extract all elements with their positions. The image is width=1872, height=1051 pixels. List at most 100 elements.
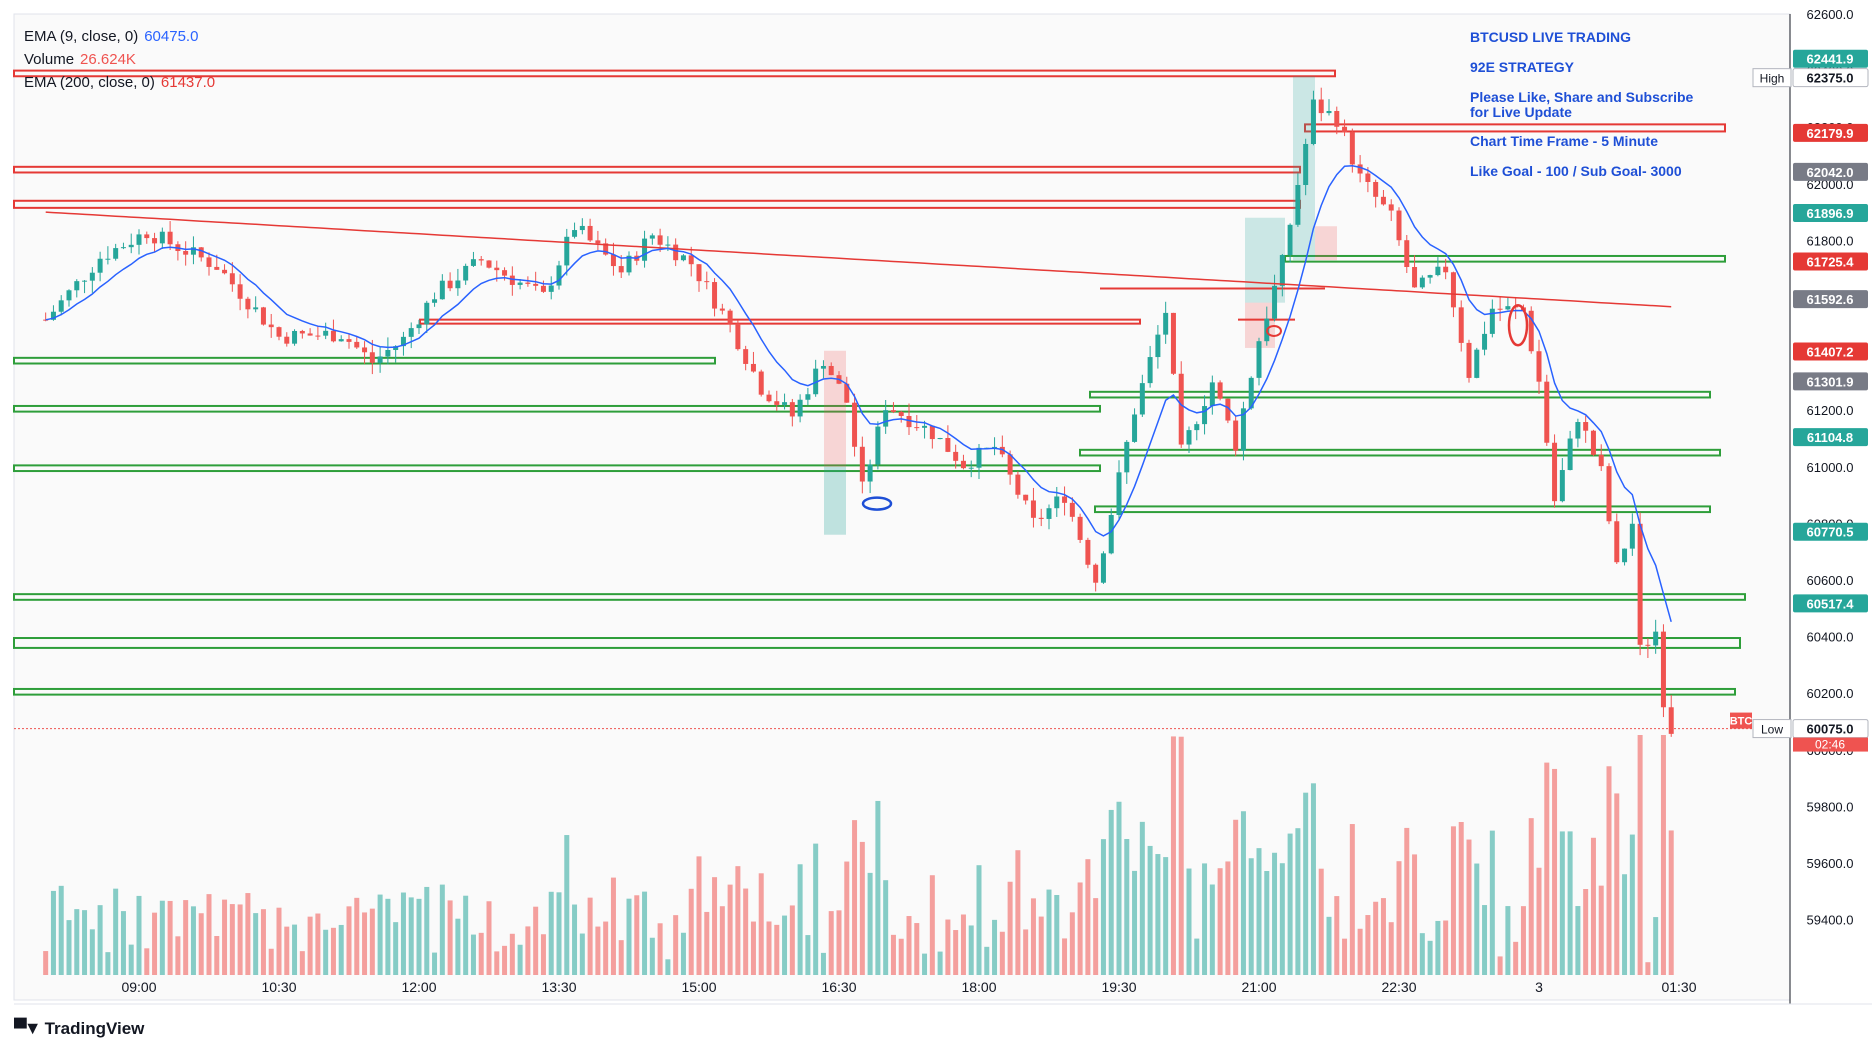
volume-bar xyxy=(393,922,399,975)
volume-bar xyxy=(1124,838,1130,975)
volume-bar xyxy=(1505,906,1511,975)
volume-bar xyxy=(595,926,601,975)
annotations xyxy=(861,304,1529,511)
candle-body xyxy=(97,258,103,273)
candle-body xyxy=(1637,523,1643,645)
volume-bar xyxy=(315,913,321,975)
candle-body xyxy=(1069,502,1075,517)
legend-volume[interactable]: Volume 26.624K xyxy=(24,48,215,71)
candle-body xyxy=(276,327,282,337)
legend-volume-value: 26.624K xyxy=(80,51,136,68)
candle-body xyxy=(929,425,935,440)
circle-annotation xyxy=(1507,304,1529,347)
y-tick-label: 61200.0 xyxy=(1807,403,1854,418)
candle-body xyxy=(922,425,928,428)
price-label-box xyxy=(1793,594,1868,613)
volume-bar xyxy=(323,929,329,975)
candle-body xyxy=(74,281,80,291)
candle-body xyxy=(1559,470,1565,502)
volume-bar xyxy=(1170,736,1176,975)
candle-body xyxy=(439,280,445,300)
candle-body xyxy=(1505,306,1511,310)
candle-body xyxy=(1567,438,1573,471)
candle-body xyxy=(1272,285,1278,319)
candle-body xyxy=(890,410,896,412)
candle-body xyxy=(1326,110,1332,114)
candle-body xyxy=(1139,383,1145,415)
volume-bar xyxy=(1590,837,1596,975)
volume-bar xyxy=(1217,868,1223,975)
legend-ema200[interactable]: EMA (200, close, 0) 61437.0 xyxy=(24,71,215,94)
x-tick-label: 3 xyxy=(1535,979,1543,995)
tradingview-logo[interactable]: ▀▼ TradingView xyxy=(14,1018,144,1039)
circle-annotation xyxy=(861,496,893,511)
volume-bar xyxy=(634,895,640,975)
circle-annotation xyxy=(1266,324,1282,337)
candle-body xyxy=(229,273,235,285)
candle-body xyxy=(968,467,974,469)
volume-bar xyxy=(1474,863,1480,975)
legend-ema9[interactable]: EMA (9, close, 0) 60475.0 xyxy=(24,25,215,48)
candle-body xyxy=(1427,275,1433,278)
y-tick-label: 61800.0 xyxy=(1807,233,1854,248)
candle-body xyxy=(1116,472,1122,516)
volume-bar xyxy=(245,893,251,975)
legend-ema200-value: 61437.0 xyxy=(160,74,216,91)
volume-bar xyxy=(525,926,531,975)
candle-body xyxy=(805,394,811,400)
candle-body xyxy=(1412,267,1418,288)
candle-body xyxy=(688,255,694,265)
volume-bar xyxy=(937,951,943,975)
candle-body xyxy=(470,259,476,266)
volume-bar xyxy=(128,944,134,975)
volume-bar xyxy=(1264,871,1270,975)
volume-bar xyxy=(377,894,383,975)
volume-bar xyxy=(1015,850,1021,975)
candle-body xyxy=(704,281,710,283)
candle-body xyxy=(50,311,56,320)
candle-body xyxy=(828,365,834,376)
volume-bar xyxy=(97,905,103,975)
candle-body xyxy=(260,307,266,325)
volume-bar xyxy=(1606,766,1612,975)
volume-bar xyxy=(618,940,624,975)
volume-bar xyxy=(1318,868,1324,975)
candle-body xyxy=(58,300,64,312)
volume-bar xyxy=(385,898,391,975)
candle-body xyxy=(284,336,290,344)
price-label-box xyxy=(1793,342,1868,361)
price-label-box xyxy=(1793,203,1868,222)
volume-bar xyxy=(432,952,438,975)
volume-bar xyxy=(1155,854,1161,975)
volume-bar xyxy=(1132,870,1138,975)
volume-bar xyxy=(43,951,49,975)
strategy-overlay-text: BTCUSD LIVE TRADING 92E STRATEGY Please … xyxy=(1470,22,1693,186)
candle-body xyxy=(1147,357,1153,384)
candle-body xyxy=(1373,181,1379,197)
candle-body xyxy=(1155,334,1161,358)
candle-body xyxy=(1396,210,1402,241)
candle-body xyxy=(1590,430,1596,455)
price-label-box xyxy=(1793,290,1868,309)
x-tick-label: 19:30 xyxy=(1101,979,1136,995)
candle-body xyxy=(113,248,119,259)
candle-body xyxy=(875,426,881,465)
candle-body xyxy=(618,266,624,273)
volume-bars xyxy=(43,735,1674,975)
candle-body xyxy=(1575,422,1581,439)
x-tick-label: 22:30 xyxy=(1381,979,1416,995)
volume-bar xyxy=(1287,833,1293,975)
candle-body xyxy=(1108,515,1114,554)
overlay-line-3: Please Like, Share and Subscribe xyxy=(1470,89,1694,105)
volume-bar xyxy=(307,916,313,975)
volume-bar xyxy=(1256,848,1262,975)
price-zone xyxy=(13,165,1301,174)
candle-body xyxy=(1132,414,1138,442)
volume-bar xyxy=(408,897,414,975)
volume-bar xyxy=(1629,834,1635,975)
volume-bar xyxy=(844,861,850,975)
volume-bar xyxy=(992,919,998,975)
y-tick-label: 59600.0 xyxy=(1807,856,1854,871)
candle-body xyxy=(1482,333,1488,350)
